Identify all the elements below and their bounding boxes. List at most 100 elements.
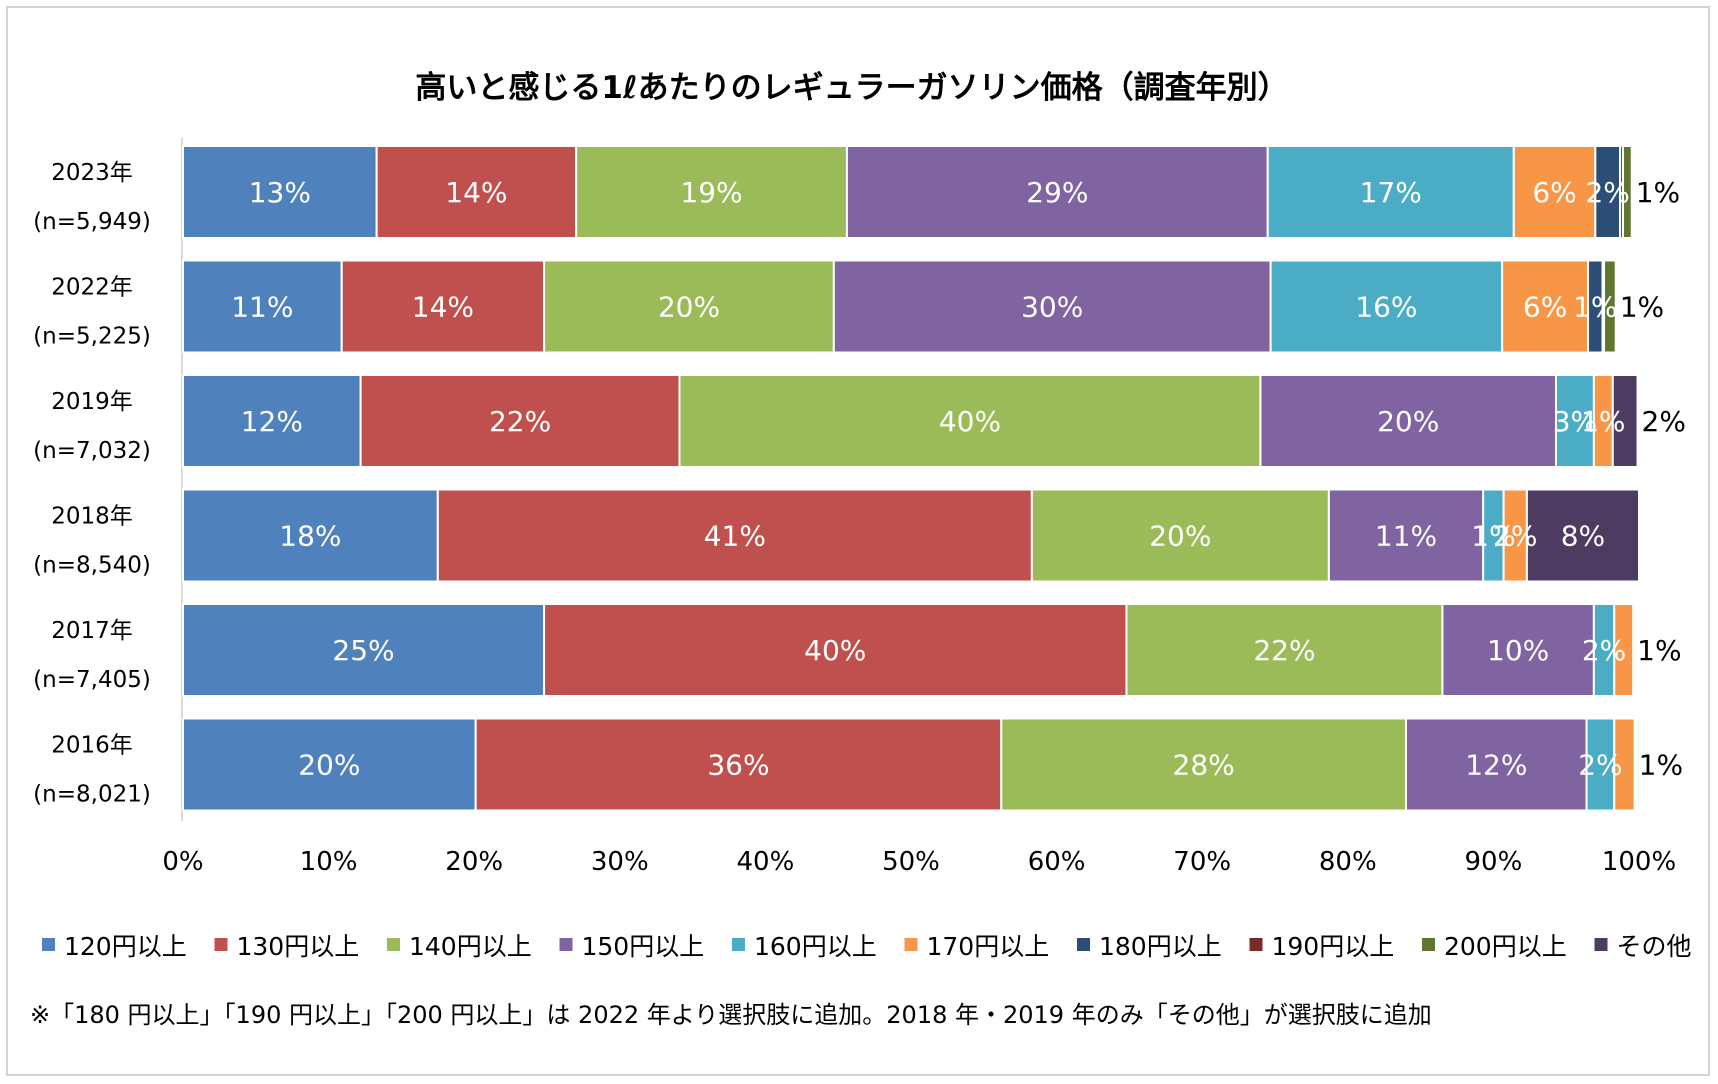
data-label: 14% [412, 291, 474, 324]
legend-label: 140円以上 [409, 932, 532, 961]
data-label: 20% [658, 291, 720, 324]
bar-segment [1269, 259, 1504, 354]
legend-swatch [387, 938, 400, 951]
category-label-year: 2023年 [51, 160, 133, 186]
legend-label: 120円以上 [64, 932, 187, 961]
bar-segment [182, 145, 378, 239]
bar-segment [1613, 717, 1636, 812]
data-label: 2% [1582, 634, 1626, 667]
x-tick-label: 80% [1319, 847, 1377, 877]
x-tick-label: 90% [1465, 847, 1523, 877]
legend-swatch [42, 938, 55, 951]
bar-segment [182, 603, 546, 697]
legend-swatch [904, 938, 918, 951]
data-label: 16% [1355, 291, 1417, 324]
legend-label: 160円以上 [754, 932, 877, 961]
legend-label: 130円以上 [237, 932, 360, 961]
legend-swatch [1594, 938, 1608, 951]
data-label: 18% [279, 520, 341, 553]
data-label: 1% [1620, 291, 1664, 324]
bar-segment [436, 488, 1033, 583]
bar-segment [182, 374, 362, 468]
bar-segment [1441, 603, 1595, 697]
bar-segment [375, 145, 578, 239]
data-label: 13% [249, 176, 311, 209]
bar-segment [1585, 717, 1616, 812]
bar-segment [474, 717, 1003, 812]
data-label: 14% [445, 176, 507, 209]
data-label: 2% [1642, 405, 1686, 438]
data-label: 20% [298, 749, 360, 782]
data-label: 17% [1360, 176, 1422, 209]
data-label: 10% [1487, 634, 1549, 667]
bar-segment [1266, 145, 1515, 239]
data-label: 1% [1471, 520, 1515, 553]
data-label: 36% [707, 749, 769, 782]
legend-label: 200円以上 [1444, 932, 1567, 961]
footnote: ※「180 円以上」「190 円以上」「200 円以上」は 2022 年より選択… [30, 1001, 1432, 1029]
x-tick-label: 20% [445, 847, 503, 877]
data-label: 20% [1149, 520, 1211, 553]
bar-segment [359, 374, 681, 468]
data-label: 6% [1523, 291, 1567, 324]
bar-segment [182, 259, 343, 354]
bar-segment [1611, 374, 1639, 468]
x-tick-label: 100% [1602, 847, 1676, 877]
category-label-year: 2018年 [51, 504, 133, 530]
x-tick-label: 50% [882, 847, 940, 877]
bar-segment [1030, 488, 1330, 583]
legend-label: 180円以上 [1099, 932, 1222, 961]
legend-swatch [1422, 938, 1435, 951]
x-tick-label: 40% [737, 847, 795, 877]
data-label: 19% [680, 176, 742, 209]
legend-label: その他 [1617, 932, 1692, 961]
legend-label: 150円以上 [582, 932, 705, 961]
data-label: 40% [804, 634, 866, 667]
data-label: 3% [1553, 405, 1597, 438]
data-label: 12% [241, 405, 303, 438]
data-label: 22% [489, 405, 551, 438]
data-label: 11% [1375, 520, 1437, 553]
x-axis-ticks: 0% 10% 20% 30% 40% 50% 60% 70% 80% 90% 100% [162, 847, 1676, 877]
data-label: 28% [1173, 749, 1235, 782]
bar-segment [1603, 259, 1617, 354]
data-label: 2% [1585, 176, 1629, 209]
legend-swatch [1249, 938, 1263, 951]
data-label: 40% [939, 405, 1001, 438]
data-label: 12% [1465, 749, 1527, 782]
data-label: 1% [1573, 291, 1617, 324]
bar-segment [1621, 145, 1633, 239]
bar-segment [1259, 374, 1558, 468]
bar-segment [832, 259, 1272, 354]
data-label: 1% [1639, 749, 1683, 782]
category-label-n: (n=8,540) [33, 553, 151, 579]
category-label-n: (n=5,225) [33, 324, 151, 350]
bar-segment [182, 717, 477, 812]
bar-segment [182, 488, 439, 583]
data-label: 1% [1581, 405, 1625, 438]
data-label: 6% [1532, 176, 1576, 209]
category-label-year: 2017年 [51, 618, 133, 644]
bar-segment [1525, 488, 1640, 583]
category-label-n: (n=8,021) [33, 782, 151, 808]
category-label-n: (n=7,405) [33, 667, 151, 693]
data-label: 2% [1578, 749, 1622, 782]
bar-segment [543, 603, 1128, 697]
category-label-year: 2019年 [51, 389, 133, 415]
bar-series: 13% 14% 19% 29% 17% 6% 2% 1%11% 14% 20% 30% 16% 6% 1%… [182, 145, 1686, 812]
data-label: 20% [1377, 405, 1439, 438]
bar-segment [1327, 488, 1485, 583]
category-label-year: 2022年 [51, 275, 133, 301]
category-label-n: (n=7,032) [33, 438, 151, 464]
data-label: 25% [332, 634, 394, 667]
data-label: 8% [1561, 520, 1605, 553]
x-tick-label: 70% [1173, 847, 1231, 877]
legend-label: 170円以上 [927, 932, 1050, 961]
legend-swatch [559, 938, 573, 951]
data-label: 2% [1493, 520, 1537, 553]
legend-swatch [732, 938, 745, 951]
category-label-n: (n=5,949) [33, 209, 151, 235]
x-tick-label: 60% [1028, 847, 1086, 877]
x-tick-label: 10% [300, 847, 358, 877]
